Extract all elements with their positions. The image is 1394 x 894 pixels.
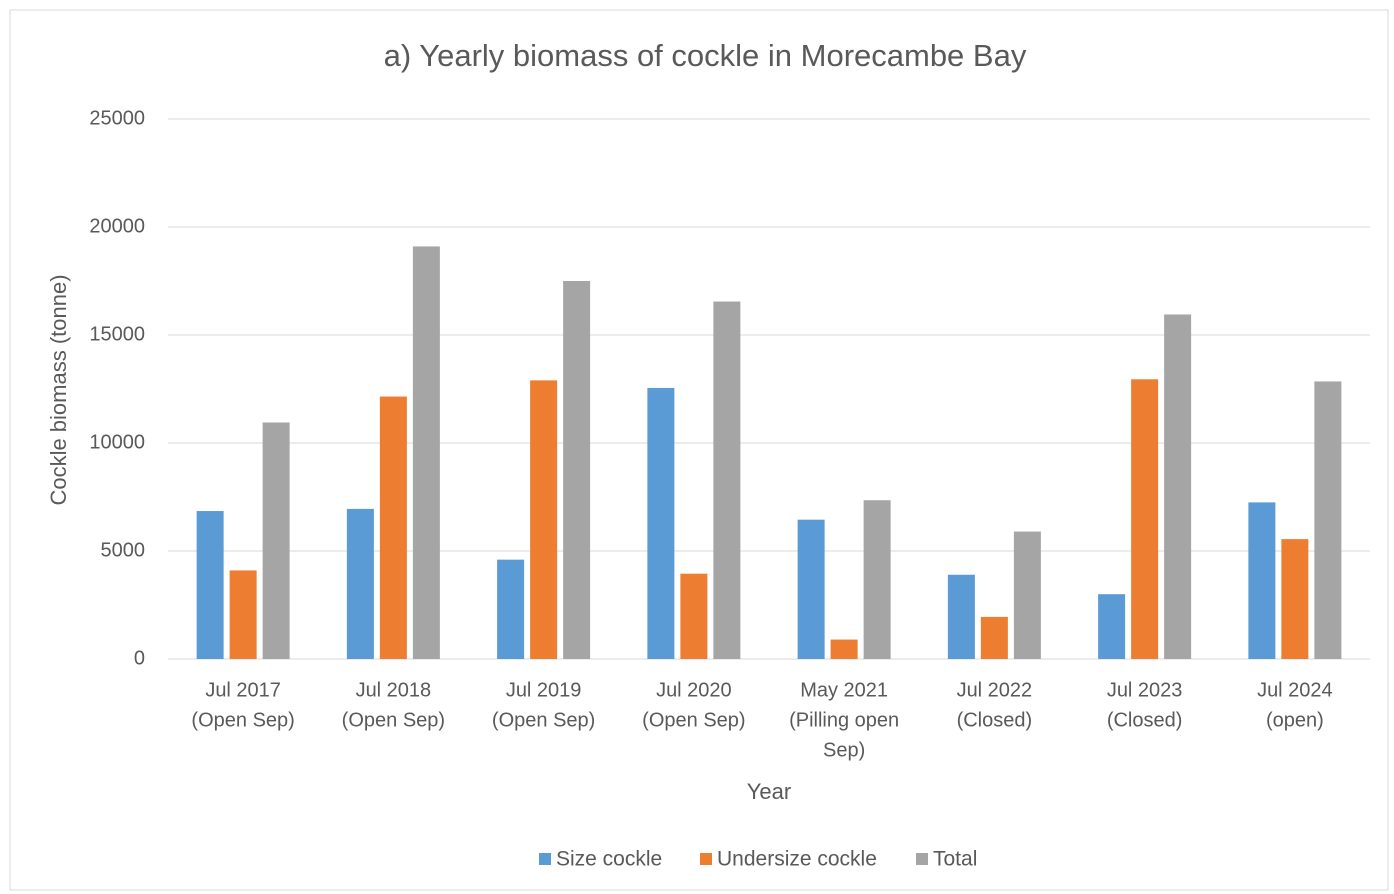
x-tick-label: Sep) [823, 739, 865, 761]
x-tick-label: (Closed) [957, 709, 1033, 731]
bar [1164, 314, 1192, 659]
bar [379, 396, 407, 659]
bar [1281, 539, 1309, 659]
legend-label: Size cockle [556, 848, 662, 871]
x-tick-label: Jul 2017 [205, 679, 281, 701]
legend-label: Total [933, 848, 977, 871]
bar [680, 573, 708, 659]
x-tick-label: Jul 2024 [1257, 679, 1333, 701]
x-tick-label: (Open Sep) [492, 709, 595, 731]
bar [530, 380, 558, 659]
legend-swatch [700, 853, 712, 865]
x-tick-label: Jul 2020 [656, 679, 732, 701]
bar [713, 301, 741, 659]
x-tick-label: (Pilling open [789, 709, 899, 731]
bar [830, 639, 858, 659]
x-tick-label: (Open Sep) [642, 709, 745, 731]
bar [980, 616, 1008, 659]
bar [797, 519, 825, 659]
x-tick-label: May 2021 [800, 679, 888, 701]
x-tick-label: Jul 2022 [957, 679, 1033, 701]
y-tick-label: 10000 [89, 431, 145, 453]
legend-swatch [916, 853, 928, 865]
bar [647, 387, 675, 659]
bar [412, 246, 440, 659]
y-tick-label: 20000 [89, 215, 145, 237]
bar [1013, 531, 1041, 659]
bar [1131, 379, 1159, 659]
y-tick-label: 0 [134, 647, 145, 669]
legend-swatch [539, 853, 551, 865]
x-tick-label: Jul 2023 [1107, 679, 1183, 701]
bar [497, 559, 525, 659]
x-tick-label: Jul 2018 [356, 679, 432, 701]
y-tick-label: 25000 [89, 107, 145, 129]
bar [1098, 594, 1126, 659]
bar [229, 570, 257, 659]
x-tick-label: (open) [1266, 709, 1324, 731]
chart-title: a) Yearly biomass of cockle in Morecambe… [384, 38, 1027, 73]
chart-frame [9, 9, 1389, 891]
x-tick-label: Jul 2019 [506, 679, 582, 701]
x-tick-label: (Open Sep) [342, 709, 445, 731]
bar [346, 508, 374, 659]
bar [563, 281, 591, 659]
legend-label: Undersize cockle [717, 848, 877, 871]
bar [262, 422, 290, 659]
bar [196, 511, 224, 659]
bar [947, 574, 975, 659]
y-tick-label: 5000 [101, 539, 146, 561]
x-axis-label: Year [747, 779, 791, 804]
x-tick-label: (Open Sep) [191, 709, 294, 731]
y-axis-label: Cockle biomass (tonne) [46, 274, 71, 505]
bar [863, 500, 891, 659]
bar [1248, 502, 1276, 659]
x-tick-label: (Closed) [1107, 709, 1183, 731]
bar [1314, 381, 1342, 659]
y-tick-label: 15000 [89, 323, 145, 345]
